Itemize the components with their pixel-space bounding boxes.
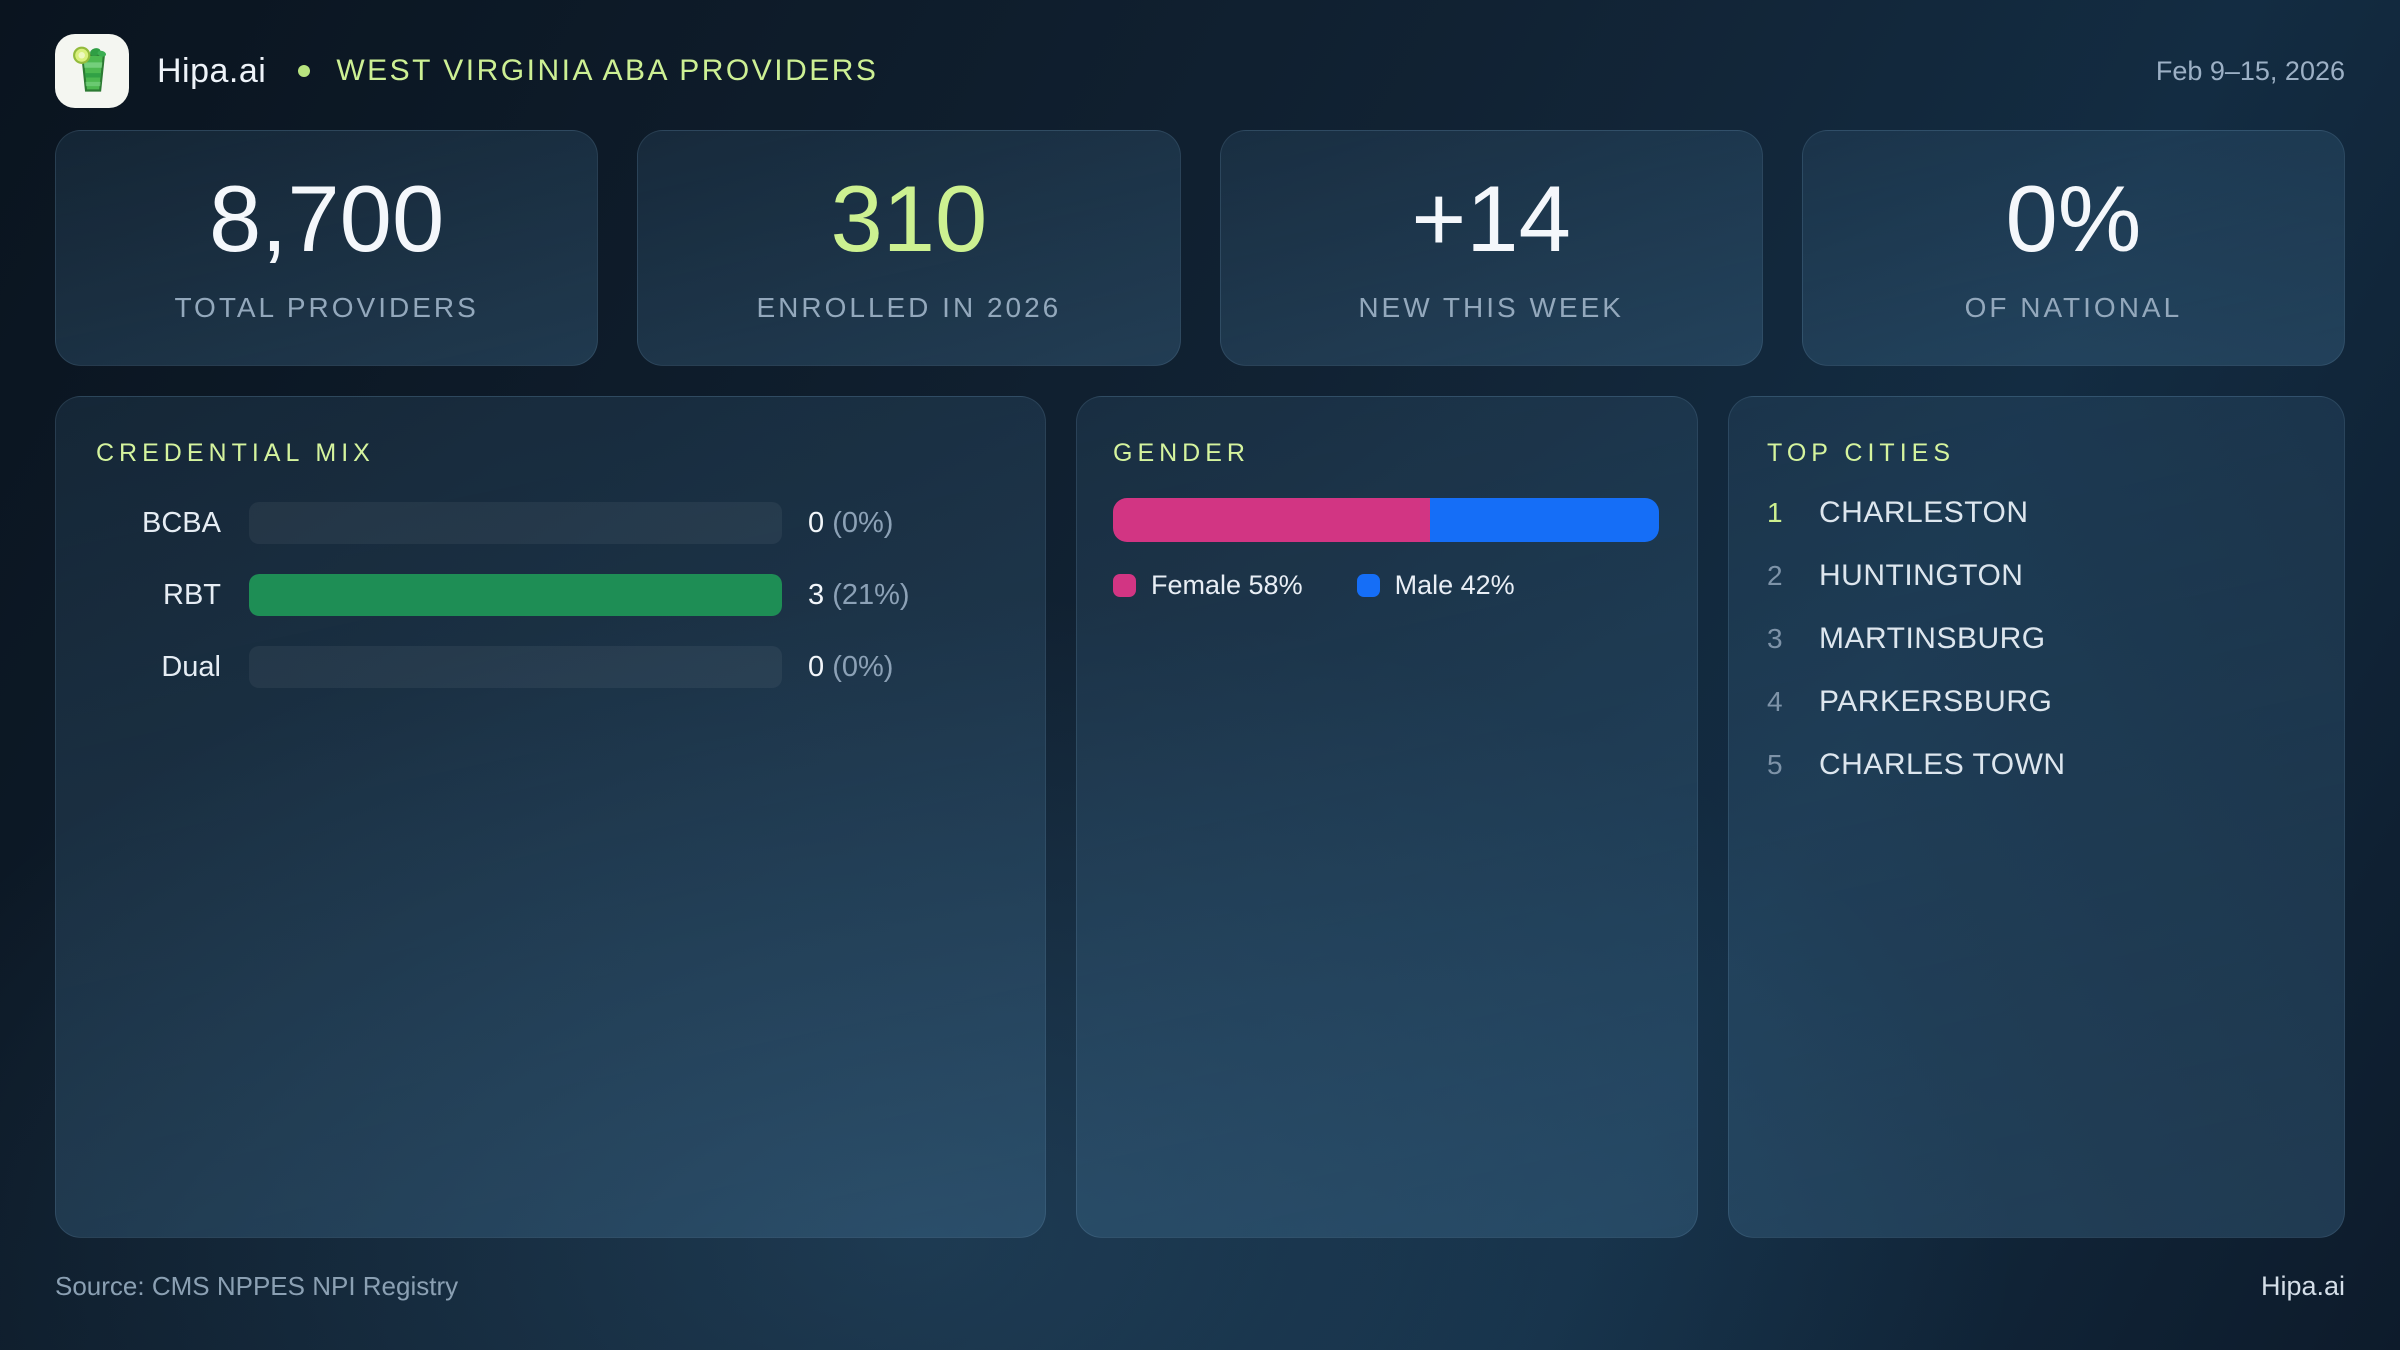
- bar-track: [249, 502, 782, 544]
- bar-percent: (0%): [832, 650, 894, 683]
- legend-label-male: Male 42%: [1394, 570, 1515, 600]
- footer-brand: Hipa.ai: [2260, 1271, 2345, 1301]
- stat-label: OF NATIONAL: [1964, 292, 2183, 323]
- credential-bar-chart: BCBA 0 (0%) RBT 3 (2: [96, 502, 1005, 688]
- stat-value: 0%: [2005, 166, 2142, 271]
- bar-percent: (0%): [832, 506, 894, 539]
- city-item: 5 CHARLES TOWN: [1767, 748, 2306, 782]
- bar-percent: (21%): [832, 578, 910, 611]
- bar-value: 0 (0%): [808, 507, 893, 540]
- page-title: WEST VIRGINIA ABA PROVIDERS: [336, 54, 879, 87]
- bar-row-label: BCBA: [142, 506, 221, 539]
- hipa-logo: [55, 34, 129, 108]
- stat-card-new-this-week: +14 NEW THIS WEEK: [1219, 130, 1763, 366]
- bar-count: 0: [808, 650, 825, 683]
- city-list: 1 CHARLESTON 2 HUNTINGTON 3 MARTINSBURG …: [1767, 496, 2306, 782]
- city-rank: 5: [1767, 749, 1783, 780]
- city-name: PARKERSBURG: [1819, 685, 2053, 718]
- bar-value: 0 (0%): [808, 651, 893, 684]
- city-name: MARTINSBURG: [1819, 622, 2046, 655]
- city-item: 4 PARKERSBURG: [1767, 685, 2306, 719]
- panel-title: CREDENTIAL MIX: [96, 439, 375, 467]
- gender-stacked-bar: [1113, 498, 1659, 542]
- panel-title: TOP CITIES: [1767, 439, 1956, 467]
- city-rank: 2: [1767, 560, 1783, 591]
- bar-track: [249, 646, 782, 688]
- city-name: CHARLES TOWN: [1819, 748, 2066, 781]
- panel-credential-mix: CREDENTIAL MIX BCBA 0 (0%) RBT: [55, 396, 1046, 1238]
- panel-top-cities: TOP CITIES 1 CHARLESTON 2 HUNTINGTON 3 M…: [1728, 396, 2345, 1238]
- bar-count: 0: [808, 506, 825, 539]
- separator-dot-icon: [298, 65, 311, 77]
- bar-row-label: Dual: [161, 650, 221, 683]
- city-item: 3 MARTINSBURG: [1767, 622, 2306, 656]
- city-item: 2 HUNTINGTON: [1767, 559, 2306, 593]
- top-bar: Hipa.ai WEST VIRGINIA ABA PROVIDERS Feb …: [55, 34, 2345, 108]
- city-rank: 4: [1767, 686, 1783, 717]
- stat-value: 8,700: [209, 166, 445, 271]
- city-item: 1 CHARLESTON: [1767, 496, 2306, 530]
- stats-row: 8,700 TOTAL PROVIDERS 310 ENROLLED IN 20…: [55, 130, 2345, 366]
- bar-row-rbt: RBT 3 (21%): [96, 574, 1005, 616]
- panels-row: CREDENTIAL MIX BCBA 0 (0%) RBT: [55, 396, 2345, 1238]
- date-range: Feb 9–15, 2026: [2155, 55, 2345, 86]
- stat-label: TOTAL PROVIDERS: [174, 292, 479, 323]
- stat-label: NEW THIS WEEK: [1358, 292, 1624, 323]
- stat-card-enrolled: 310 ENROLLED IN 2026: [637, 130, 1181, 366]
- bar-value: 3 (21%): [808, 579, 910, 612]
- city-rank: 1: [1767, 497, 1783, 528]
- stat-label: ENROLLED IN 2026: [756, 292, 1062, 323]
- footer: Source: CMS NPPES NPI Registry Hipa.ai: [55, 1271, 2345, 1302]
- gender-bar-male: [1429, 498, 1659, 542]
- bar-count: 3: [808, 578, 825, 611]
- city-name: CHARLESTON: [1819, 496, 2029, 529]
- bar-row-label: RBT: [163, 578, 221, 611]
- stat-value: +14: [1411, 166, 1571, 271]
- stat-card-of-national: 0% OF NATIONAL: [1801, 130, 2345, 366]
- panel-title: GENDER: [1113, 439, 1250, 467]
- gender-legend: Female 58% Male 42%: [1113, 570, 1661, 601]
- footer-source: Source: CMS NPPES NPI Registry: [55, 1271, 459, 1301]
- city-name: HUNTINGTON: [1819, 559, 2024, 592]
- bar-row-dual: Dual 0 (0%): [96, 646, 1005, 688]
- gender-bar-female: [1113, 498, 1430, 542]
- bar-track: [249, 574, 782, 616]
- legend-item-male: Male 42%: [1356, 570, 1515, 601]
- stat-card-total-providers: 8,700 TOTAL PROVIDERS: [55, 130, 599, 366]
- brand-name: Hipa.ai: [157, 51, 267, 90]
- credential-bar-fill: [249, 574, 782, 616]
- bar-row-bcba: BCBA 0 (0%): [96, 502, 1005, 544]
- panel-gender: GENDER Female 58% Male 42%: [1076, 396, 1698, 1238]
- legend-item-female: Female 58%: [1113, 570, 1303, 601]
- mojito-glass-icon: [73, 46, 106, 92]
- city-rank: 3: [1767, 623, 1783, 654]
- stat-value: 310: [830, 166, 988, 271]
- legend-label-female: Female 58%: [1151, 570, 1303, 600]
- legend-swatch-female: [1113, 574, 1136, 597]
- legend-swatch-male: [1356, 574, 1380, 597]
